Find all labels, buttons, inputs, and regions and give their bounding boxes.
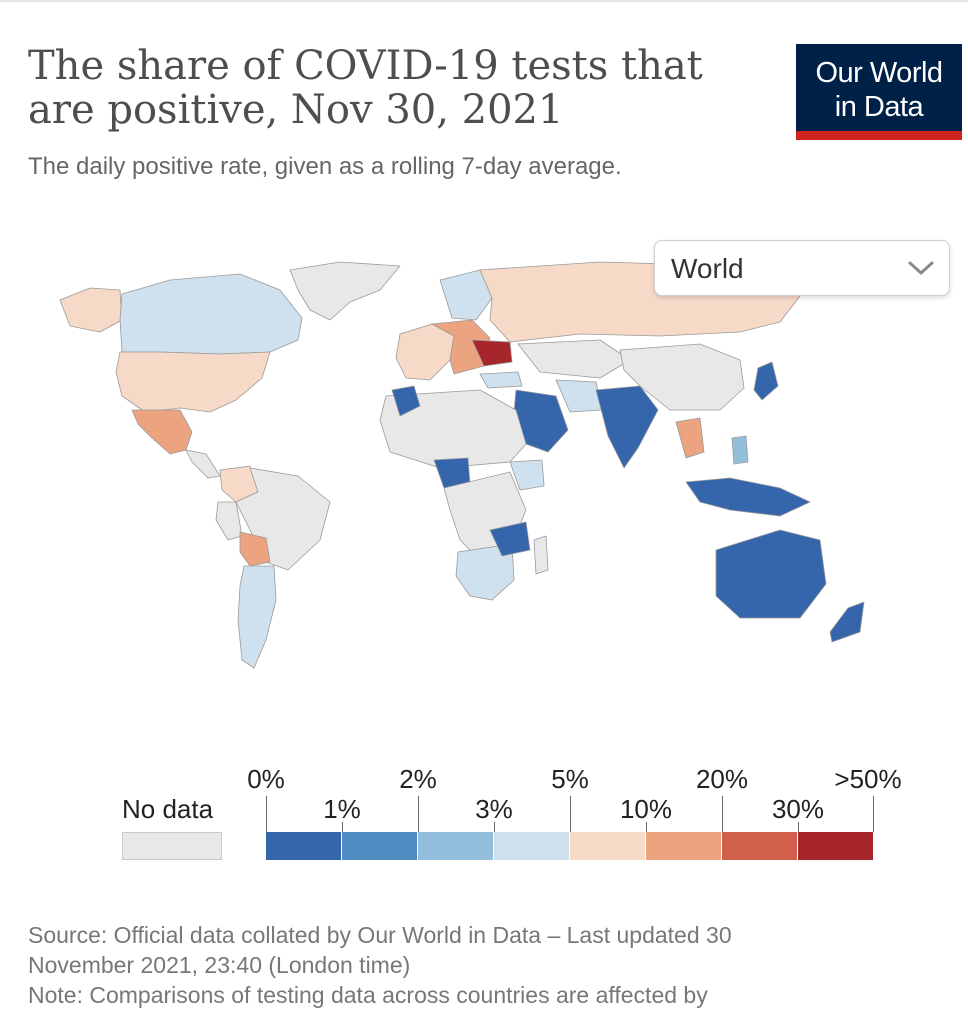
legend-label-50pct: >50%	[834, 764, 902, 794]
map-region-ukraine	[471, 339, 513, 367]
source-line-3: Note: Comparisons of testing data across…	[28, 982, 708, 1008]
top-rule	[0, 0, 968, 2]
chart-title: The share of COVID-19 tests that are pos…	[28, 43, 703, 133]
map-region-zambia	[489, 521, 531, 557]
world-map[interactable]	[40, 240, 940, 680]
legend-bin-1	[342, 832, 418, 860]
logo-line-1: Our World	[815, 57, 943, 89]
logo-stripe	[796, 131, 962, 140]
owid-logo[interactable]: Our World in Data	[796, 44, 962, 140]
legend-bin-6	[722, 832, 798, 860]
legend-label-5pct: 5%	[551, 764, 589, 794]
map-region-thailand	[675, 417, 705, 459]
legend-bin-2	[418, 832, 494, 860]
legend-tick-4	[570, 796, 571, 832]
map-region-ethiopia	[509, 459, 545, 491]
legend-bin-0	[266, 832, 342, 860]
legend-no-data-swatch	[122, 832, 222, 860]
map-region-europe-west	[395, 323, 455, 381]
source-line-2: November 2021, 23:40 (London time)	[28, 952, 411, 978]
legend-tick-7	[798, 822, 799, 832]
chart-subtitle: The daily positive rate, given as a roll…	[28, 153, 622, 180]
legend-tick-1	[342, 822, 343, 832]
legend-tick-8	[873, 796, 874, 832]
map-region-turkey	[479, 371, 523, 389]
map-region-india	[595, 385, 659, 469]
legend-tick-5	[646, 822, 647, 832]
map-region-greenland	[289, 261, 401, 321]
map-region-indonesia	[685, 477, 811, 517]
color-legend: No data 0% 2% 5% 20% >50% 1% 3% 10% 30%	[0, 760, 968, 870]
legend-label-10pct: 10%	[619, 794, 673, 824]
legend-label-3pct: 3%	[475, 794, 513, 824]
legend-tick-6	[722, 796, 723, 832]
map-region-europe-central	[431, 319, 491, 375]
map-region-argentina	[237, 565, 277, 669]
map-region-peru	[215, 501, 243, 541]
legend-label-1pct: 1%	[323, 794, 361, 824]
map-region-china	[619, 343, 745, 411]
legend-no-data-label: No data	[122, 794, 214, 824]
legend-tick-3	[494, 822, 495, 832]
logo-line-2: in Data	[834, 91, 924, 123]
map-region-australia	[715, 529, 827, 619]
map-region-central-america	[185, 449, 221, 479]
map-region-morocco	[391, 385, 421, 417]
chevron-down-icon	[908, 261, 934, 275]
map-region-central-asia	[517, 339, 631, 379]
map-region-mexico	[131, 409, 193, 455]
legend-label-2pct: 2%	[399, 764, 437, 794]
map-region-new-zealand	[829, 601, 865, 643]
legend-label-30pct: 30%	[771, 794, 825, 824]
legend-tick-2	[418, 796, 419, 832]
source-line-1: Source: Official data collated by Our Wo…	[28, 922, 732, 948]
map-region-madagascar	[533, 535, 549, 575]
legend-bin-7	[798, 832, 874, 860]
region-dropdown[interactable]: World	[654, 240, 950, 296]
map-region-bolivia	[239, 531, 271, 567]
legend-bin-3	[494, 832, 570, 860]
map-region-usa	[115, 351, 271, 413]
map-region-iran	[555, 379, 603, 413]
map-region-scandinavia	[439, 269, 493, 321]
legend-label-20pct: 20%	[695, 764, 749, 794]
map-region-canada	[119, 273, 303, 355]
map-region-philippines	[731, 435, 749, 465]
map-region-alaska	[59, 287, 123, 333]
legend-tick-0	[266, 796, 267, 832]
legend-bin-4	[570, 832, 646, 860]
legend-bin-5	[646, 832, 722, 860]
legend-label-0pct: 0%	[247, 764, 285, 794]
region-dropdown-value: World	[671, 253, 744, 284]
map-region-japan	[753, 361, 779, 401]
source-note: Source: Official data collated by Our Wo…	[28, 920, 928, 1010]
